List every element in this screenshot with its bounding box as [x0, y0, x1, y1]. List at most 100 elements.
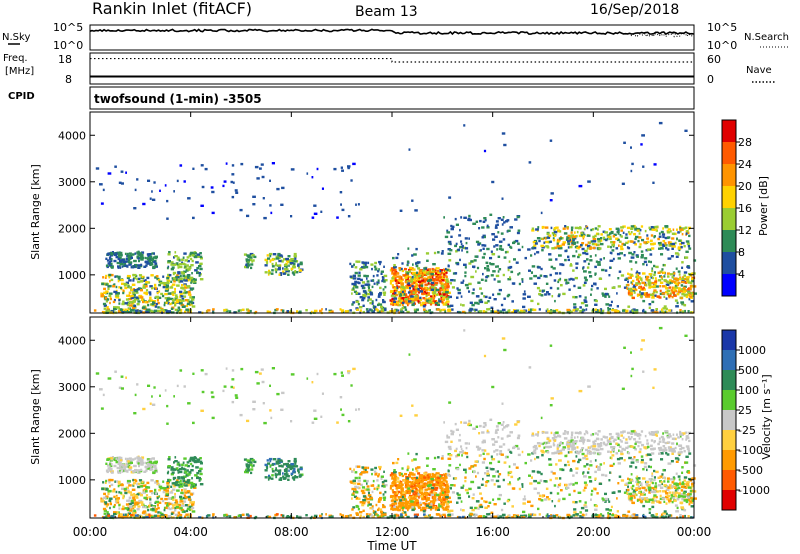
velocity-cell: [146, 467, 151, 470]
power-cell: [172, 301, 175, 304]
velocity-cell: [417, 505, 420, 508]
power-cell: [402, 291, 406, 294]
power-cell: [680, 288, 684, 291]
power-cell: [414, 296, 418, 300]
velocity-cell: [174, 507, 177, 510]
velocity-cell: [393, 495, 396, 498]
velocity-cell: [379, 497, 382, 500]
power-cell: [419, 282, 422, 285]
power-cell: [579, 306, 582, 309]
power-cell: [457, 248, 460, 251]
power-cell: [439, 270, 442, 273]
power-cell: [126, 294, 129, 297]
velocity-cell: [167, 478, 171, 482]
power-cell: [464, 266, 467, 269]
power-cell: [604, 292, 609, 296]
velocity-cell: [170, 466, 174, 469]
power-cell: [106, 259, 110, 262]
velocity-cell: [417, 472, 421, 475]
velocity-cell: [113, 464, 117, 468]
power-cell: [415, 279, 418, 283]
power-cell: [400, 276, 403, 280]
power-cell: [574, 276, 578, 280]
velocity-cell: [106, 470, 109, 474]
velocity-cell: [398, 482, 402, 485]
power-cell: [113, 290, 116, 294]
power-cell: [120, 308, 123, 312]
power-cell: [440, 284, 444, 288]
velocity-cell: [154, 467, 158, 470]
power-cell: [664, 285, 667, 288]
velocity-cell: [188, 505, 192, 509]
power-cell: [146, 262, 151, 265]
power-cell: [147, 179, 151, 182]
power-cell: [190, 303, 193, 306]
velocity-cell: [441, 506, 444, 509]
power-cell: [371, 310, 375, 313]
velocity-cell: [142, 511, 146, 514]
power-cell: [488, 307, 491, 311]
power-cell: [455, 250, 458, 253]
power-cell: [690, 311, 692, 314]
power-cell: [357, 203, 360, 206]
power-cell: [627, 276, 630, 280]
power-cell: [383, 293, 386, 296]
power-cell: [279, 254, 283, 257]
velocity-cell: [110, 471, 114, 474]
power-cell: [149, 197, 152, 200]
velocity-cell: [130, 493, 134, 497]
velocity-cell: [246, 464, 250, 467]
velocity-cell: [114, 512, 118, 515]
velocity-cell: [131, 511, 136, 514]
velocity-cell: [432, 488, 435, 491]
power-cell: [362, 293, 366, 297]
velocity-cell: [464, 452, 469, 455]
velocity-cell: [489, 467, 491, 470]
power-cell: [462, 279, 465, 282]
velocity-cell: [168, 504, 170, 507]
velocity-cell: [138, 501, 141, 504]
power-cell: [675, 279, 679, 282]
power-cell: [630, 227, 634, 230]
velocity-cell: [101, 487, 105, 491]
power-cell: [684, 256, 689, 259]
power-cell: [684, 277, 687, 281]
power-cell: [464, 283, 469, 287]
power-cell: [524, 256, 527, 260]
velocity-cell: [132, 458, 135, 461]
power-cell: [446, 282, 450, 286]
power-cell: [575, 250, 578, 253]
power-cell: [264, 264, 268, 267]
power-cell: [100, 294, 104, 297]
velocity-cell: [655, 490, 659, 493]
velocity-cell: [599, 463, 603, 466]
power-cell: [166, 280, 169, 283]
power-cell: [287, 255, 291, 258]
power-cell: [432, 299, 435, 302]
velocity-cell: [409, 473, 414, 476]
velocity-cell: [391, 502, 394, 505]
power-cell: [594, 308, 598, 311]
power-cell: [190, 281, 193, 284]
power-cell: [655, 285, 659, 288]
power-cell: [117, 275, 121, 279]
velocity-cell: [290, 472, 294, 475]
power-cell: [199, 255, 203, 258]
power-cell: [287, 260, 289, 263]
velocity-cell: [354, 471, 358, 474]
power-cell: [142, 300, 145, 304]
power-cell: [256, 177, 260, 180]
velocity-cell: [144, 461, 147, 465]
power-cell: [509, 276, 511, 279]
power-cell: [351, 282, 355, 286]
velocity-cell: [293, 460, 297, 463]
power-cell: [360, 284, 365, 288]
power-cell: [325, 308, 327, 311]
power-cell: [407, 277, 409, 280]
power-cell: [653, 289, 657, 292]
power-cell: [416, 297, 419, 300]
power-cell: [266, 261, 269, 265]
power-cell: [415, 282, 418, 285]
velocity-cell: [389, 474, 392, 477]
power-cell: [442, 303, 446, 306]
